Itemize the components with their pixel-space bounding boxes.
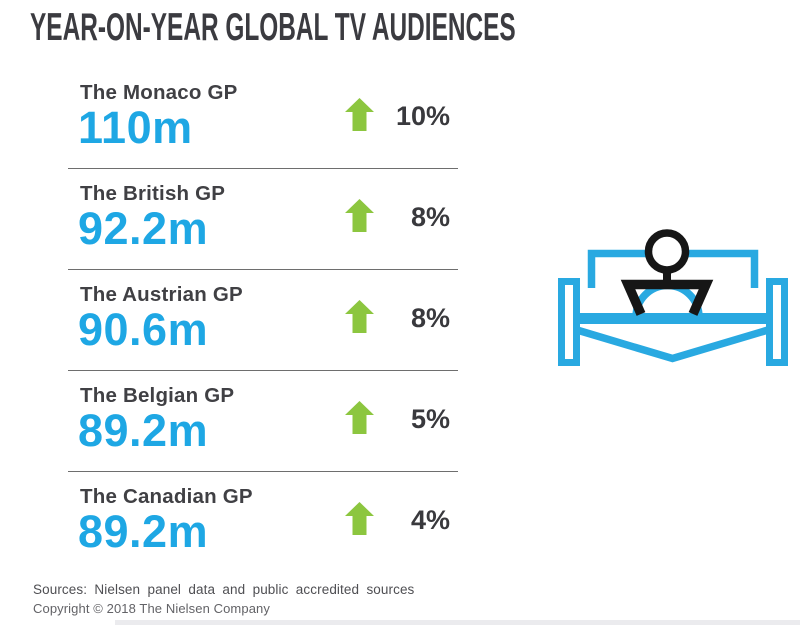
page-title: YEAR-ON-YEAR GLOBAL TV AUDIENCES	[30, 5, 516, 49]
change-percent: 8%	[410, 303, 450, 333]
gp-name: The British GP	[80, 182, 226, 205]
audience-value: 92.2m	[78, 203, 209, 254]
increase-arrow-icon	[345, 300, 374, 333]
audience-value: 90.6m	[78, 304, 209, 355]
audience-value: 110m	[78, 102, 193, 153]
audience-row-belgian: The Belgian GP 89.2m 5%	[68, 378, 458, 472]
bottom-edge-strip	[115, 620, 800, 625]
change-percent: 8%	[410, 202, 450, 232]
audience-value: 89.2m	[78, 405, 209, 456]
gp-name: The Belgian GP	[80, 384, 235, 407]
audience-row-british: The British GP 92.2m 8%	[68, 176, 458, 270]
gp-name: The Canadian GP	[80, 485, 253, 508]
gp-name: The Monaco GP	[80, 81, 238, 104]
f1-car-icon	[545, 225, 800, 400]
gp-name: The Austrian GP	[80, 283, 243, 306]
audience-row-canadian: The Canadian GP 89.2m 4%	[68, 479, 458, 572]
audience-row-monaco: The Monaco GP 110m 10%	[68, 75, 458, 169]
increase-arrow-icon	[345, 401, 374, 434]
increase-arrow-icon	[345, 98, 374, 131]
copyright-note: Copyright © 2018 The Nielsen Company	[33, 601, 270, 616]
increase-arrow-icon	[345, 502, 374, 535]
increase-arrow-icon	[345, 199, 374, 232]
audience-list: The Monaco GP 110m 10% The British GP 92…	[68, 75, 458, 579]
change-percent: 4%	[410, 505, 450, 535]
sources-note: Sources: Nielsen panel data and public a…	[33, 582, 415, 597]
audience-row-austrian: The Austrian GP 90.6m 8%	[68, 277, 458, 371]
change-percent: 5%	[410, 404, 450, 434]
audience-value: 89.2m	[78, 506, 209, 557]
change-percent: 10%	[395, 101, 450, 131]
